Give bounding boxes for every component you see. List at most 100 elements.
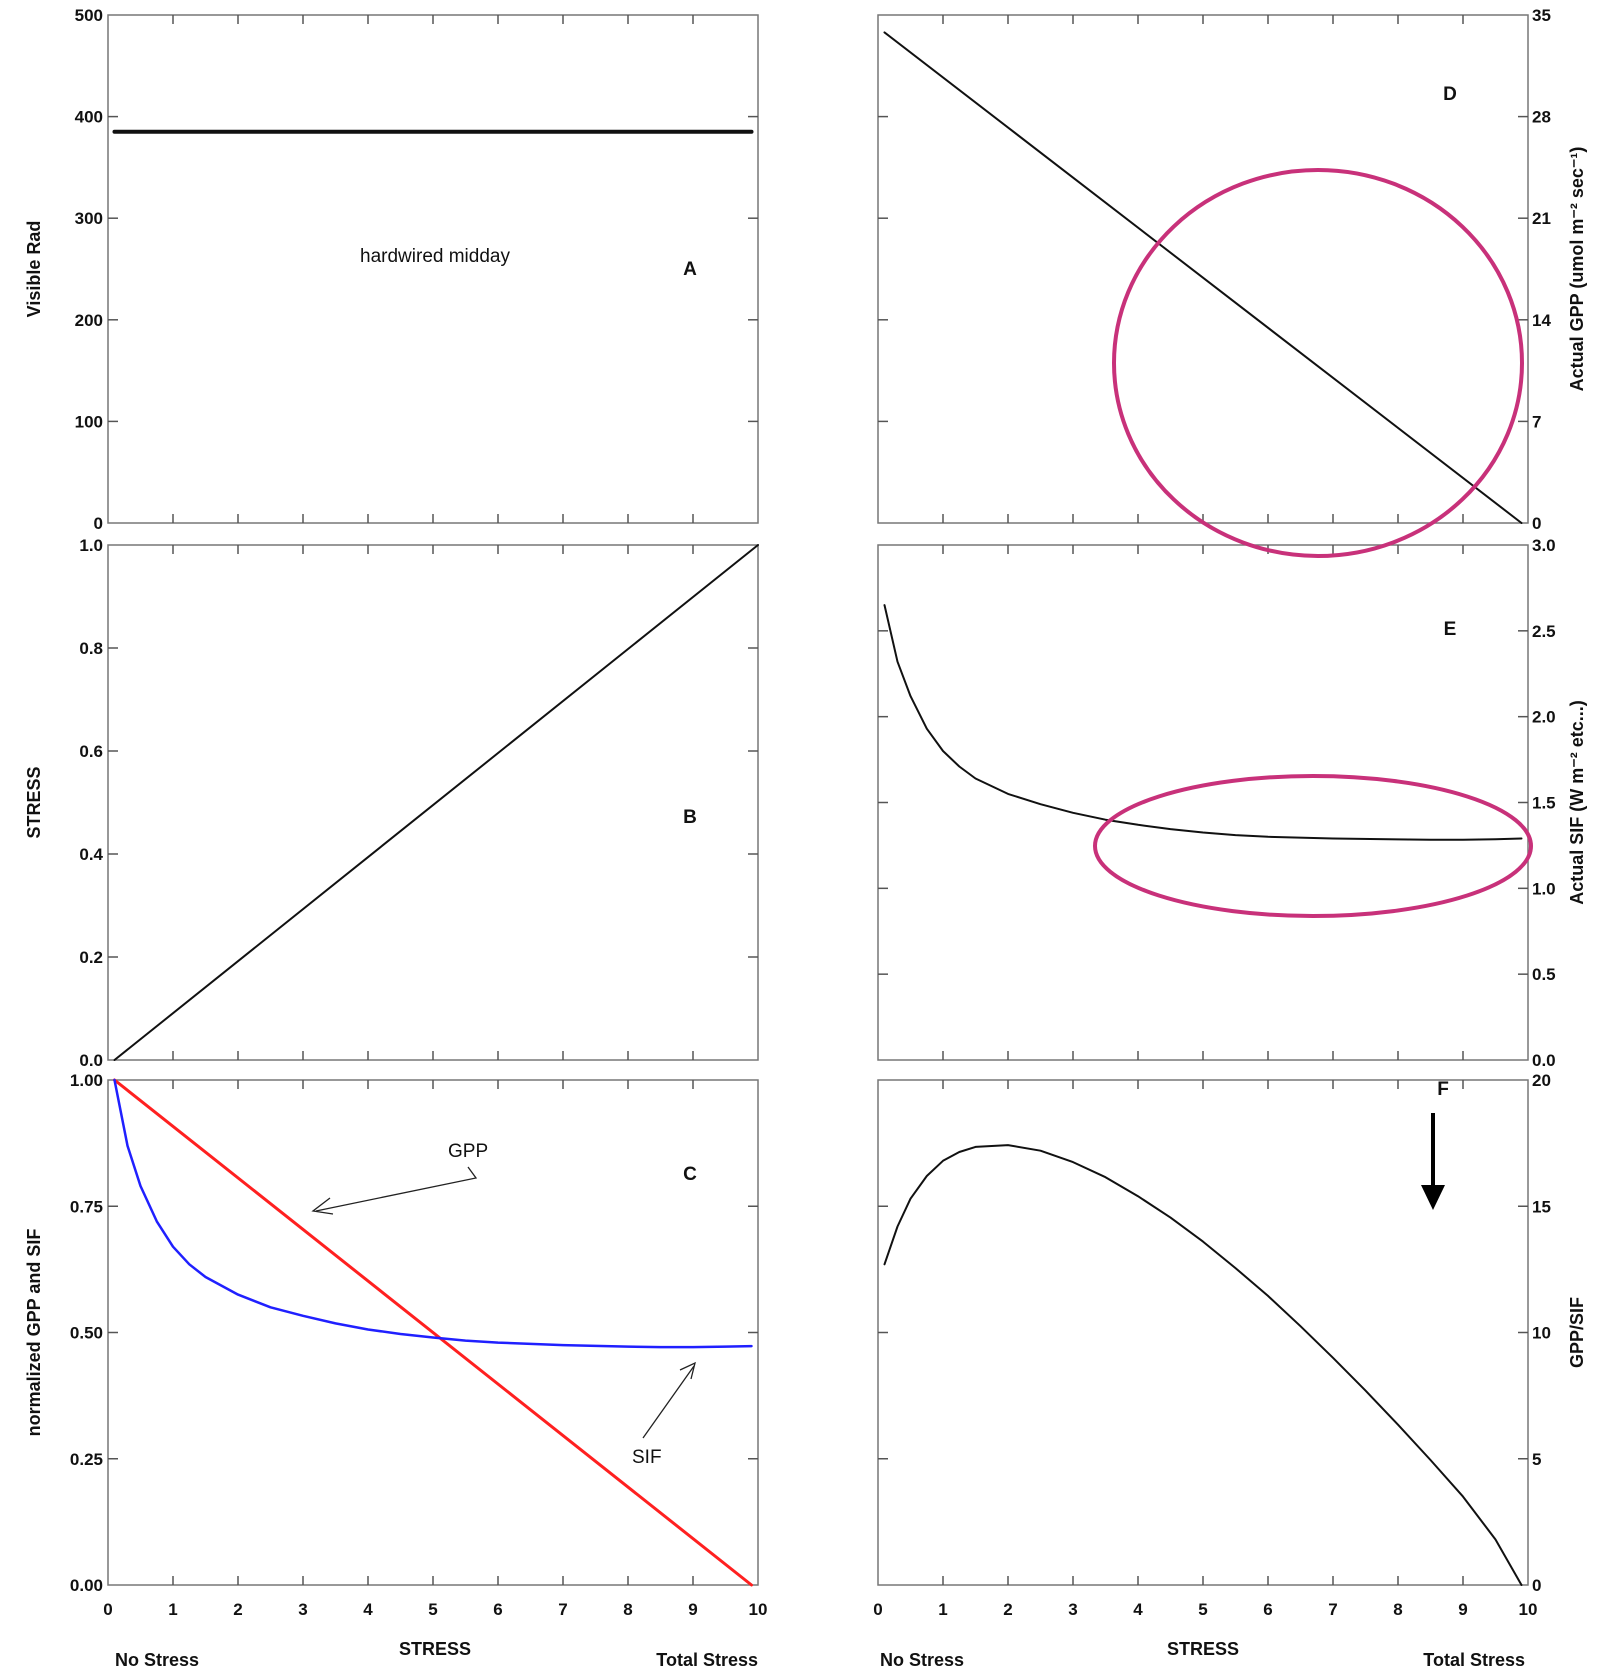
panel-c-xtick-label: 10	[749, 1600, 768, 1619]
panel-c-xtick-label: 6	[493, 1600, 502, 1619]
panel-f-xtick-label: 8	[1393, 1600, 1402, 1619]
panel-f-xtick-label: 4	[1133, 1600, 1143, 1619]
panel-f-ytick-label: 0	[1532, 1576, 1541, 1595]
panel-c-xtick-label: 1	[168, 1600, 177, 1619]
panel-d-ylabel: Actual GPP (umol m⁻² sec⁻¹)	[1567, 147, 1587, 392]
panel-d-series-line	[883, 31, 1523, 524]
panel-c-letter: C	[683, 1164, 697, 1185]
panel-f-xtick-label: 5	[1198, 1600, 1207, 1619]
panel-c-ytick-label: 0.75	[70, 1197, 103, 1216]
panel-e-ytick-label: 2.5	[1532, 622, 1556, 641]
panel-e: 0.0 0.5 1.0 1.5 2.0 2.5 3.0 Actual SIF (W m⁻² e…	[877, 536, 1587, 1070]
panel-a-ytick-label: 200	[75, 311, 103, 330]
panel-c-xtick-label: 7	[558, 1600, 567, 1619]
panel-f-ytick-label: 20	[1532, 1071, 1551, 1090]
panel-e-ytick-label: 1.0	[1532, 879, 1556, 898]
panel-b: 0.0 0.2 0.4 0.6 0.8 1.0 STRESS B	[24, 536, 759, 1070]
panel-c-xtick-label: 3	[298, 1600, 307, 1619]
panel-f-xtick-label: 2	[1003, 1600, 1012, 1619]
panel-f-ytick-label: 5	[1532, 1450, 1541, 1469]
total-stress-label-right: Total Stress	[1423, 1650, 1525, 1670]
panel-f-xtick-label: 10	[1519, 1600, 1538, 1619]
no-stress-label-right: No Stress	[880, 1650, 964, 1670]
panel-d-ytick-label: 7	[1532, 412, 1541, 431]
panel-f-xtick-label: 9	[1458, 1600, 1467, 1619]
panel-a-ytick-label: 400	[75, 108, 103, 127]
panel-f-ylabel: GPP/SIF	[1567, 1297, 1587, 1368]
panel-c-ylabel: normalized GPP and SIF	[24, 1229, 44, 1437]
panel-f-xtick-label: 1	[938, 1600, 947, 1619]
panel-d-frame	[877, 14, 1529, 524]
panel-a: 0 100 200 300 400 500 Visible Rad A	[24, 6, 759, 533]
panel-e-ytick-label: 3.0	[1532, 536, 1556, 555]
panel-a-ylabel: Visible Rad	[24, 221, 44, 318]
panel-b-ytick-label: 0.6	[79, 742, 103, 761]
panel-e-ylabel: Actual SIF (W m⁻² etc...)	[1567, 700, 1587, 905]
panel-f-series-line	[883, 1144, 1523, 1586]
panel-d-ytick-label: 14	[1532, 311, 1551, 330]
panel-d-ytick-label: 0	[1532, 514, 1541, 533]
no-stress-label-left: No Stress	[115, 1650, 199, 1670]
panel-a-frame	[107, 14, 759, 524]
panel-d-ytick-label: 21	[1532, 209, 1551, 228]
panel-e-series-line	[883, 604, 1523, 841]
panel-c-gpp-line	[113, 1078, 753, 1587]
panel-b-ytick-label: 0.2	[79, 948, 103, 967]
panel-b-ytick-label: 0.8	[79, 639, 103, 658]
panel-b-ytick-label: 0.0	[79, 1051, 103, 1070]
panel-c-xtick-label: 0	[103, 1600, 112, 1619]
panel-a-ytick-label: 100	[75, 412, 103, 431]
panel-f-xtick-label: 3	[1068, 1600, 1077, 1619]
panel-a-annotation: hardwired midday	[360, 246, 510, 267]
panel-d-letter: D	[1443, 84, 1457, 105]
total-stress-label-left: Total Stress	[656, 1650, 758, 1670]
panel-c: 0 1 2 3 4 5 6 7 8 9 10 0.00 0.25 0.50 0.75 1.00 normaliz…	[24, 1071, 767, 1619]
gpp-annotation-arrow	[311, 1166, 478, 1215]
panel-e-ytick-label: 0.5	[1532, 965, 1556, 984]
highlight-ellipse-e	[1093, 774, 1533, 918]
panel-b-ytick-label: 1.0	[79, 536, 103, 555]
panel-f-ytick-label: 15	[1532, 1197, 1551, 1216]
gpp-annotation: GPP	[448, 1141, 488, 1162]
panel-d-ytick-label: 28	[1532, 108, 1551, 127]
panel-e-letter: E	[1444, 619, 1457, 640]
panel-f-xtick-label: 0	[873, 1600, 882, 1619]
panel-b-letter: B	[683, 807, 697, 828]
panel-f-letter: F	[1437, 1079, 1449, 1100]
x-axis-title-right: STRESS	[1167, 1639, 1239, 1659]
panel-c-ytick-label: 1.00	[70, 1071, 103, 1090]
panel-d-ytick-label: 35	[1532, 6, 1551, 25]
panel-f-xtick-label: 7	[1328, 1600, 1337, 1619]
panel-f-ytick-label: 10	[1532, 1324, 1551, 1343]
panel-b-ytick-label: 0.4	[79, 845, 103, 864]
panel-c-ytick-label: 0.00	[70, 1576, 103, 1595]
panel-a-ytick-label: 500	[75, 6, 103, 25]
panel-b-ylabel: STRESS	[24, 766, 44, 838]
sif-annotation: SIF	[632, 1447, 662, 1468]
panel-f: 0 1 2 3 4 5 6 7 8 9 10 0 5 10 15 20 GPP/SIF	[873, 1071, 1587, 1619]
panel-e-ytick-label: 0.0	[1532, 1051, 1556, 1070]
panel-c-ytick-label: 0.25	[70, 1450, 103, 1469]
panel-c-xtick-label: 8	[623, 1600, 632, 1619]
panel-b-series-line	[113, 544, 759, 1061]
panel-a-ytick-label: 300	[75, 209, 103, 228]
panel-f-frame	[877, 1079, 1529, 1586]
highlight-circle-d	[1112, 168, 1524, 558]
x-axis-title-left: STRESS	[399, 1639, 471, 1659]
panel-a-ytick-label: 0	[94, 514, 103, 533]
panel-f-xtick-label: 6	[1263, 1600, 1272, 1619]
panel-c-xtick-label: 4	[363, 1600, 373, 1619]
panel-c-xtick-label: 9	[688, 1600, 697, 1619]
sif-annotation-arrow	[642, 1361, 696, 1439]
panel-d: 0 7 14 21 28 35 Actual GPP (umol m⁻² sec⁻¹) D	[877, 6, 1587, 533]
panel-c-xtick-label: 2	[233, 1600, 242, 1619]
down-arrow	[1421, 1113, 1445, 1210]
panel-c-sif-line	[113, 1078, 753, 1349]
panel-e-frame	[877, 544, 1529, 1061]
panel-a-letter: A	[683, 259, 697, 280]
panel-c-ytick-label: 0.50	[70, 1324, 103, 1343]
panel-e-ytick-label: 2.0	[1532, 708, 1556, 727]
panel-c-xtick-label: 5	[428, 1600, 437, 1619]
panel-e-ytick-label: 1.5	[1532, 794, 1556, 813]
